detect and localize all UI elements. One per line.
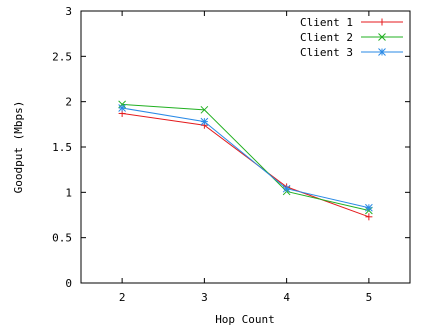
legend-label: Client 2 bbox=[300, 31, 353, 44]
series-layer bbox=[118, 100, 373, 221]
x-axis-title: Hop Count bbox=[215, 313, 275, 326]
legend: Client 1 Client 2 Client 3 bbox=[300, 16, 403, 59]
legend-label: Client 3 bbox=[300, 46, 353, 59]
plot-frame bbox=[80, 10, 411, 284]
data-point-client-2 bbox=[200, 105, 209, 114]
data-point-client-3 bbox=[282, 184, 291, 193]
y-tick-label: 2 bbox=[65, 96, 72, 109]
series-client-2 bbox=[118, 100, 373, 215]
legend-marker bbox=[378, 33, 386, 41]
legend-label: Client 1 bbox=[300, 16, 353, 29]
legend-item-client-1: Client 1 bbox=[300, 16, 403, 29]
y-axis-title: Goodput (Mbps) bbox=[12, 101, 25, 194]
y-axis: 0 0.5 1 1.5 2 2.5 3 bbox=[52, 5, 410, 290]
series-line-client-2 bbox=[122, 103, 369, 211]
legend-item-client-2: Client 2 bbox=[300, 31, 403, 44]
legend-marker bbox=[378, 48, 386, 56]
data-point-client-2 bbox=[118, 100, 126, 109]
y-tick-label: 3 bbox=[65, 5, 72, 18]
y-tick-label: 0.5 bbox=[52, 232, 72, 245]
series-client-1 bbox=[118, 109, 373, 221]
y-tick-label: 1.5 bbox=[52, 141, 72, 154]
y-tick-label: 0 bbox=[65, 277, 72, 290]
series-line-client-3 bbox=[122, 107, 369, 209]
series-client-3 bbox=[118, 104, 373, 212]
legend-marker bbox=[378, 18, 386, 26]
x-tick-label: 5 bbox=[366, 291, 373, 304]
x-tick-label: 3 bbox=[201, 291, 208, 304]
legend-item-client-3: Client 3 bbox=[300, 46, 403, 59]
y-tick-label: 1 bbox=[65, 186, 72, 199]
series-line-client-1 bbox=[122, 112, 370, 218]
data-point-client-3 bbox=[365, 203, 373, 212]
x-tick-label: 2 bbox=[119, 291, 126, 304]
data-point-client-1 bbox=[365, 213, 373, 221]
data-point-client-3 bbox=[200, 117, 209, 126]
x-tick-label: 4 bbox=[283, 291, 290, 304]
x-axis: 2 3 4 5 bbox=[119, 11, 372, 304]
data-point-client-3 bbox=[118, 104, 126, 112]
y-tick-label: 2.5 bbox=[52, 50, 72, 63]
